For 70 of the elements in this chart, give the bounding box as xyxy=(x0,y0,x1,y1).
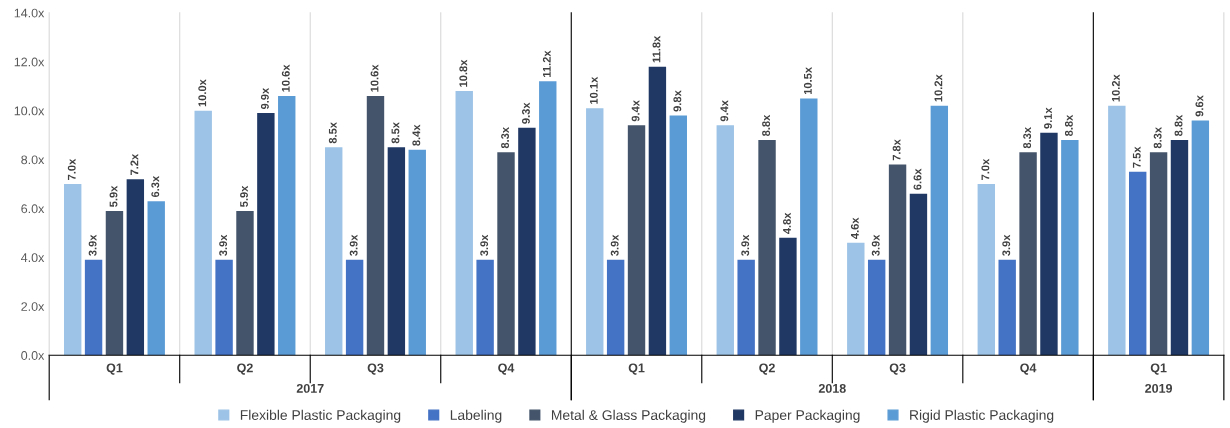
data-label: 8.8x xyxy=(1064,114,1073,136)
legend-label: Flexible Plastic Packaging xyxy=(240,409,401,423)
data-label: 10.6x xyxy=(370,64,379,92)
data-label: 10.6x xyxy=(281,64,290,92)
y-tick-label: 10.0x xyxy=(14,106,45,116)
data-label: 8.4x xyxy=(412,124,421,146)
x-tick-label: Q4 xyxy=(1020,363,1037,375)
data-label: 3.9x xyxy=(871,234,880,256)
data-label: 9.3x xyxy=(522,102,530,124)
data-label: 8.5x xyxy=(391,122,400,144)
data-label: 8.3x xyxy=(501,127,510,149)
y-tick-label: 12.0x xyxy=(14,57,45,67)
y-tick-label: 14.0x xyxy=(14,8,45,18)
y-tick-label: 4.0x xyxy=(21,253,45,263)
x-tick-label: Q3 xyxy=(367,363,384,375)
data-label: 10.2x xyxy=(934,74,943,102)
data-label: 10.5x xyxy=(803,67,812,95)
data-label: 8.8x xyxy=(1174,114,1183,136)
text: 2017 xyxy=(296,383,324,393)
data-label: 4.8x xyxy=(783,212,791,235)
data-label: 7.0x xyxy=(981,158,990,180)
data-label: 5.9x xyxy=(109,185,118,207)
data-label: 4.6x xyxy=(850,217,859,239)
data-label: 8.8x xyxy=(762,114,771,136)
x-tick-label: Q1 xyxy=(106,363,123,375)
y-tick-label: 2.0x xyxy=(21,302,45,311)
data-label: 7.5x xyxy=(1132,146,1141,168)
data-label: 10.1x xyxy=(589,76,598,104)
legend-label: Rigid Plastic Packaging xyxy=(910,409,1054,423)
y-tick-label: 0.0x xyxy=(21,351,45,360)
data-label: 3.9x xyxy=(1002,234,1011,256)
data-label: 3.9x xyxy=(219,234,228,256)
text: 2018 xyxy=(818,383,846,393)
data-label: 10.2x xyxy=(1111,74,1120,102)
data-label: 3.9x xyxy=(88,234,97,256)
data-label: 8.3x xyxy=(1153,127,1162,149)
x-tick-label: Q1 xyxy=(628,363,645,375)
legend-label: Paper Packaging xyxy=(755,409,860,423)
x-tick-label: Q3 xyxy=(889,363,906,375)
data-label: 10.8x xyxy=(459,59,468,87)
data-label: 10.0x xyxy=(198,79,207,107)
data-label: 9.4x xyxy=(631,100,640,122)
data-label: 11.8x xyxy=(652,35,661,63)
data-label: 8.5x xyxy=(328,122,337,144)
data-label: 9.9x xyxy=(260,87,269,110)
x-tick-label: Q2 xyxy=(237,363,253,375)
data-label: 3.9x xyxy=(610,234,619,256)
data-label: 6.6x xyxy=(913,168,922,190)
data-label: 11.2x xyxy=(542,50,551,77)
data-label: 9.1x xyxy=(1044,107,1052,129)
data-label: 5.9x xyxy=(240,185,248,207)
legend-label: Labeling xyxy=(450,409,502,423)
x-tick-label: Q2 xyxy=(759,363,775,375)
text: 2019 xyxy=(1145,383,1173,393)
data-label: 9.8x xyxy=(673,90,682,112)
data-label: 3.9x xyxy=(480,234,489,256)
y-tick-label: 6.0x xyxy=(21,204,45,214)
x-tick-label: Q4 xyxy=(498,363,515,375)
y-tick-label: 8.0x xyxy=(21,155,45,165)
data-label: 8.3x xyxy=(1023,127,1032,149)
legend-label: Metal & Glass Packaging xyxy=(551,409,706,423)
data-label: 9.6x xyxy=(1195,95,1204,117)
data-label: 7.0x xyxy=(67,158,76,180)
data-label: 7.2x xyxy=(130,153,139,175)
data-label: 6.3x xyxy=(151,175,160,198)
data-label: 3.9x xyxy=(741,234,750,256)
data-label: 7.8x xyxy=(892,139,901,161)
data-label: 9.4x xyxy=(720,100,729,122)
x-tick-label: Q1 xyxy=(1150,363,1167,375)
data-label: 3.9x xyxy=(349,234,358,256)
